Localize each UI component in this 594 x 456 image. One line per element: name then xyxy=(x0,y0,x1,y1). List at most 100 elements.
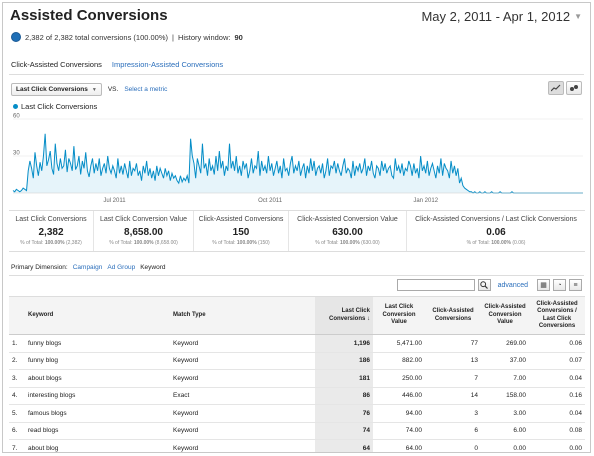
last-click-conversions: 86 xyxy=(315,387,373,405)
table-row: 4. interesting blogs Exact 86 446.00 14 … xyxy=(9,387,585,405)
sub-suffix: (0.06) xyxy=(512,240,526,246)
scorecard-label: Last Click Conversions xyxy=(15,216,87,223)
ratio: 0.16 xyxy=(529,387,585,405)
keyword-link[interactable]: funny blogs xyxy=(25,334,170,353)
vs-label: VS. xyxy=(107,86,119,93)
scorecard: Click-Assisted Conversions 150 % of Tota… xyxy=(194,211,289,251)
click-assisted: 77 xyxy=(425,334,481,353)
row-index: 7. xyxy=(9,439,25,452)
last-click-conversions: 64 xyxy=(315,439,373,452)
table-row: 2. funny blog Keyword 186 882.00 13 37.0… xyxy=(9,352,585,370)
pie-view-icon[interactable]: ◔ xyxy=(553,279,566,291)
match-type: Keyword xyxy=(170,334,315,353)
advanced-link[interactable]: advanced xyxy=(497,281,528,289)
pie-chart-icon xyxy=(11,32,21,42)
x-tick-label: Jul 2011 xyxy=(103,198,126,204)
keyword-link[interactable]: read blogs xyxy=(25,422,170,440)
row-index: 3. xyxy=(9,369,25,388)
table-view-icon[interactable]: ▦ xyxy=(537,279,550,291)
click-assisted-value: 3.00 xyxy=(481,404,529,423)
keyword-link[interactable]: interesting blogs xyxy=(25,387,170,405)
search-icon[interactable] xyxy=(477,279,491,291)
ratio: 0.04 xyxy=(529,369,585,388)
chevron-down-icon: ▼ xyxy=(91,86,97,93)
sub-suffix: (2,382) xyxy=(65,240,82,246)
col-ratio[interactable]: Click-Assisted Conversions / Last Click … xyxy=(529,296,585,335)
keyword-link[interactable]: about blog xyxy=(25,439,170,452)
table-row: 3. about blogs Keyword 181 250.00 7 7.00… xyxy=(9,369,585,388)
keyword-link[interactable]: funny blog xyxy=(25,352,170,370)
chart-legend: Last Click Conversions xyxy=(13,102,97,111)
metric-dropdown-label: Last Click Conversions xyxy=(16,86,88,93)
scorecard: Click-Assisted Conversion Value 630.00 %… xyxy=(289,211,407,251)
dimension-campaign[interactable]: Campaign xyxy=(72,264,103,271)
tab-click-assisted[interactable]: Click-Assisted Conversions xyxy=(11,60,102,69)
last-click-value: 64.00 xyxy=(373,439,425,452)
col-click-assisted[interactable]: Click-Assisted Conversions xyxy=(425,296,481,335)
x-tick-label: Oct 2011 xyxy=(258,198,283,204)
ratio: 0.08 xyxy=(529,422,585,440)
last-click-value: 250.00 xyxy=(373,369,425,388)
motion-chart-icon[interactable] xyxy=(566,81,582,95)
scorecard-value: 2,382 xyxy=(38,227,64,238)
match-type: Keyword xyxy=(170,404,315,423)
scorecard: Last Click Conversions 2,382 % of Total:… xyxy=(9,211,94,251)
match-type: Keyword xyxy=(170,369,315,388)
metric-dropdown[interactable]: Last Click Conversions ▼ xyxy=(11,83,102,96)
last-click-conversions: 181 xyxy=(315,369,373,388)
table-row: 5. famous blogs Keyword 76 94.00 3 3.00 … xyxy=(9,404,585,423)
line-chart-icon[interactable] xyxy=(548,81,564,95)
click-assisted: 6 xyxy=(425,422,481,440)
click-assisted: 7 xyxy=(425,369,481,388)
row-index: 5. xyxy=(9,404,25,423)
match-type: Exact xyxy=(170,387,315,405)
row-index: 2. xyxy=(9,352,25,370)
scorecards: Last Click Conversions 2,382 % of Total:… xyxy=(9,210,585,252)
primary-dimension-label: Primary Dimension: xyxy=(11,264,68,271)
history-value: 90 xyxy=(234,32,243,42)
row-index: 6. xyxy=(9,422,25,440)
date-range-picker[interactable]: May 2, 2011 - Apr 1, 2012 ▼ xyxy=(421,9,582,24)
sub-suffix: (8,658.00) xyxy=(155,240,178,246)
scorecard-value: 150 xyxy=(232,227,250,238)
click-assisted-value: 0.00 xyxy=(481,439,529,452)
ratio: 0.07 xyxy=(529,352,585,370)
sub-bold: 100.00% xyxy=(133,240,154,246)
select-metric-link[interactable]: Select a metric xyxy=(124,86,168,93)
table-row: 6. read blogs Keyword 74 74.00 6 6.00 0.… xyxy=(9,422,585,440)
click-assisted: 0 xyxy=(425,439,481,452)
scorecard-label: Click-Assisted Conversions / Last Click … xyxy=(415,216,577,223)
dimension-ad-group[interactable]: Ad Group xyxy=(107,264,136,271)
tab-impression-assisted[interactable]: Impression-Assisted Conversions xyxy=(111,60,224,69)
sub-suffix: (630.00) xyxy=(361,240,380,246)
last-click-value: 5,471.00 xyxy=(373,334,425,353)
keyword-link[interactable]: famous blogs xyxy=(25,404,170,423)
history-label: History window: xyxy=(177,32,231,42)
last-click-conversions: 186 xyxy=(315,352,373,370)
sub-bold: 100.00% xyxy=(491,240,511,246)
scorecard-label: Click-Assisted Conversion Value xyxy=(297,216,398,223)
scorecard: Click-Assisted Conversions / Last Click … xyxy=(407,211,585,251)
col-last-click-value[interactable]: Last Click Conversion Value xyxy=(373,296,425,335)
index-header xyxy=(9,296,25,335)
col-keyword[interactable]: Keyword xyxy=(25,296,170,335)
row-index: 1. xyxy=(9,334,25,353)
click-assisted: 13 xyxy=(425,352,481,370)
sub-prefix: % of Total: xyxy=(315,240,339,246)
table-search: advanced ▦ ◔ ≡ xyxy=(396,279,582,291)
sub-prefix: % of Total: xyxy=(20,240,44,246)
col-match-type[interactable]: Match Type xyxy=(170,296,315,335)
click-assisted-value: 6.00 xyxy=(481,422,529,440)
click-assisted-value: 37.00 xyxy=(481,352,529,370)
col-click-assisted-value[interactable]: Click-Assisted Conversion Value xyxy=(481,296,529,335)
legend-dot-icon xyxy=(13,104,18,109)
col-last-click-conversions[interactable]: Last Click Conversions ↓ xyxy=(315,296,373,335)
divider xyxy=(9,275,584,276)
keyword-link[interactable]: about blogs xyxy=(25,369,170,388)
page-title: Assisted Conversions xyxy=(10,7,168,24)
performance-view-icon[interactable]: ≡ xyxy=(569,279,582,291)
sub-prefix: % of Total: xyxy=(466,240,490,246)
search-input[interactable] xyxy=(396,279,475,291)
sort-arrow-icon: ↓ xyxy=(367,315,370,322)
